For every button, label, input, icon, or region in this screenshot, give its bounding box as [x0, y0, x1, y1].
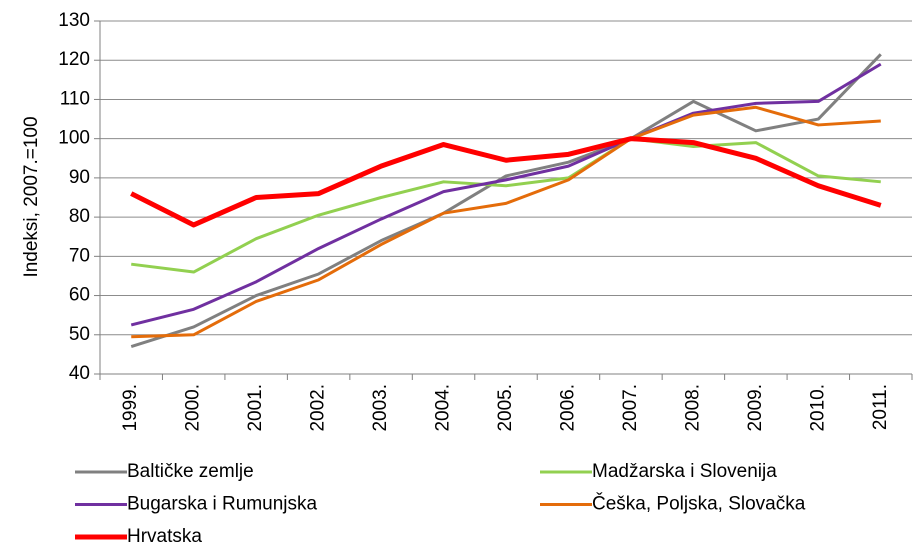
legend-label: Češka, Poljska, Slovačka — [592, 493, 806, 515]
y-tick-label: 100 — [58, 128, 90, 149]
legend-label: Baltičke zemlje — [127, 461, 254, 482]
x-tick-label: 1999. — [120, 384, 141, 432]
y-tick-label: 40 — [69, 363, 90, 384]
x-tick-label: 2003. — [370, 384, 391, 432]
legend-label: Bugarska i Rumunjska — [127, 494, 318, 515]
x-tick-label: 2001. — [245, 384, 266, 432]
y-axis-label: Indeksi, 2007.=100 — [21, 116, 42, 277]
y-tick-label: 90 — [69, 167, 90, 188]
y-tick-label: 70 — [69, 245, 90, 266]
series-line — [131, 105, 881, 339]
y-tick-label: 110 — [60, 88, 90, 109]
series-line — [130, 53, 882, 348]
x-tick-label: 2006. — [557, 384, 578, 432]
x-tick-label: 2009. — [745, 384, 766, 432]
x-tick-label: 2010. — [807, 384, 828, 432]
x-tick-label: 2008. — [682, 384, 703, 432]
x-tick-label: 2011. — [870, 384, 891, 430]
x-tick-label: 2005. — [495, 384, 516, 432]
y-tick-label: 60 — [69, 285, 90, 306]
y-tick-label: 120 — [58, 49, 90, 70]
y-tick-label: 50 — [69, 324, 90, 345]
x-tick-label: 2002. — [308, 384, 329, 432]
legend-label: Hrvatska — [127, 526, 202, 547]
x-tick-label: 2004. — [433, 384, 454, 432]
series-line — [130, 136, 882, 228]
series-line — [130, 62, 882, 327]
legend-label: Madžarska i Slovenija — [592, 461, 777, 482]
y-tick-label: 80 — [69, 206, 90, 227]
x-tick-label: 2000. — [183, 384, 204, 432]
y-tick-label: 130 — [58, 10, 90, 31]
series-line — [131, 137, 881, 274]
x-tick-label: 2007. — [620, 384, 641, 432]
